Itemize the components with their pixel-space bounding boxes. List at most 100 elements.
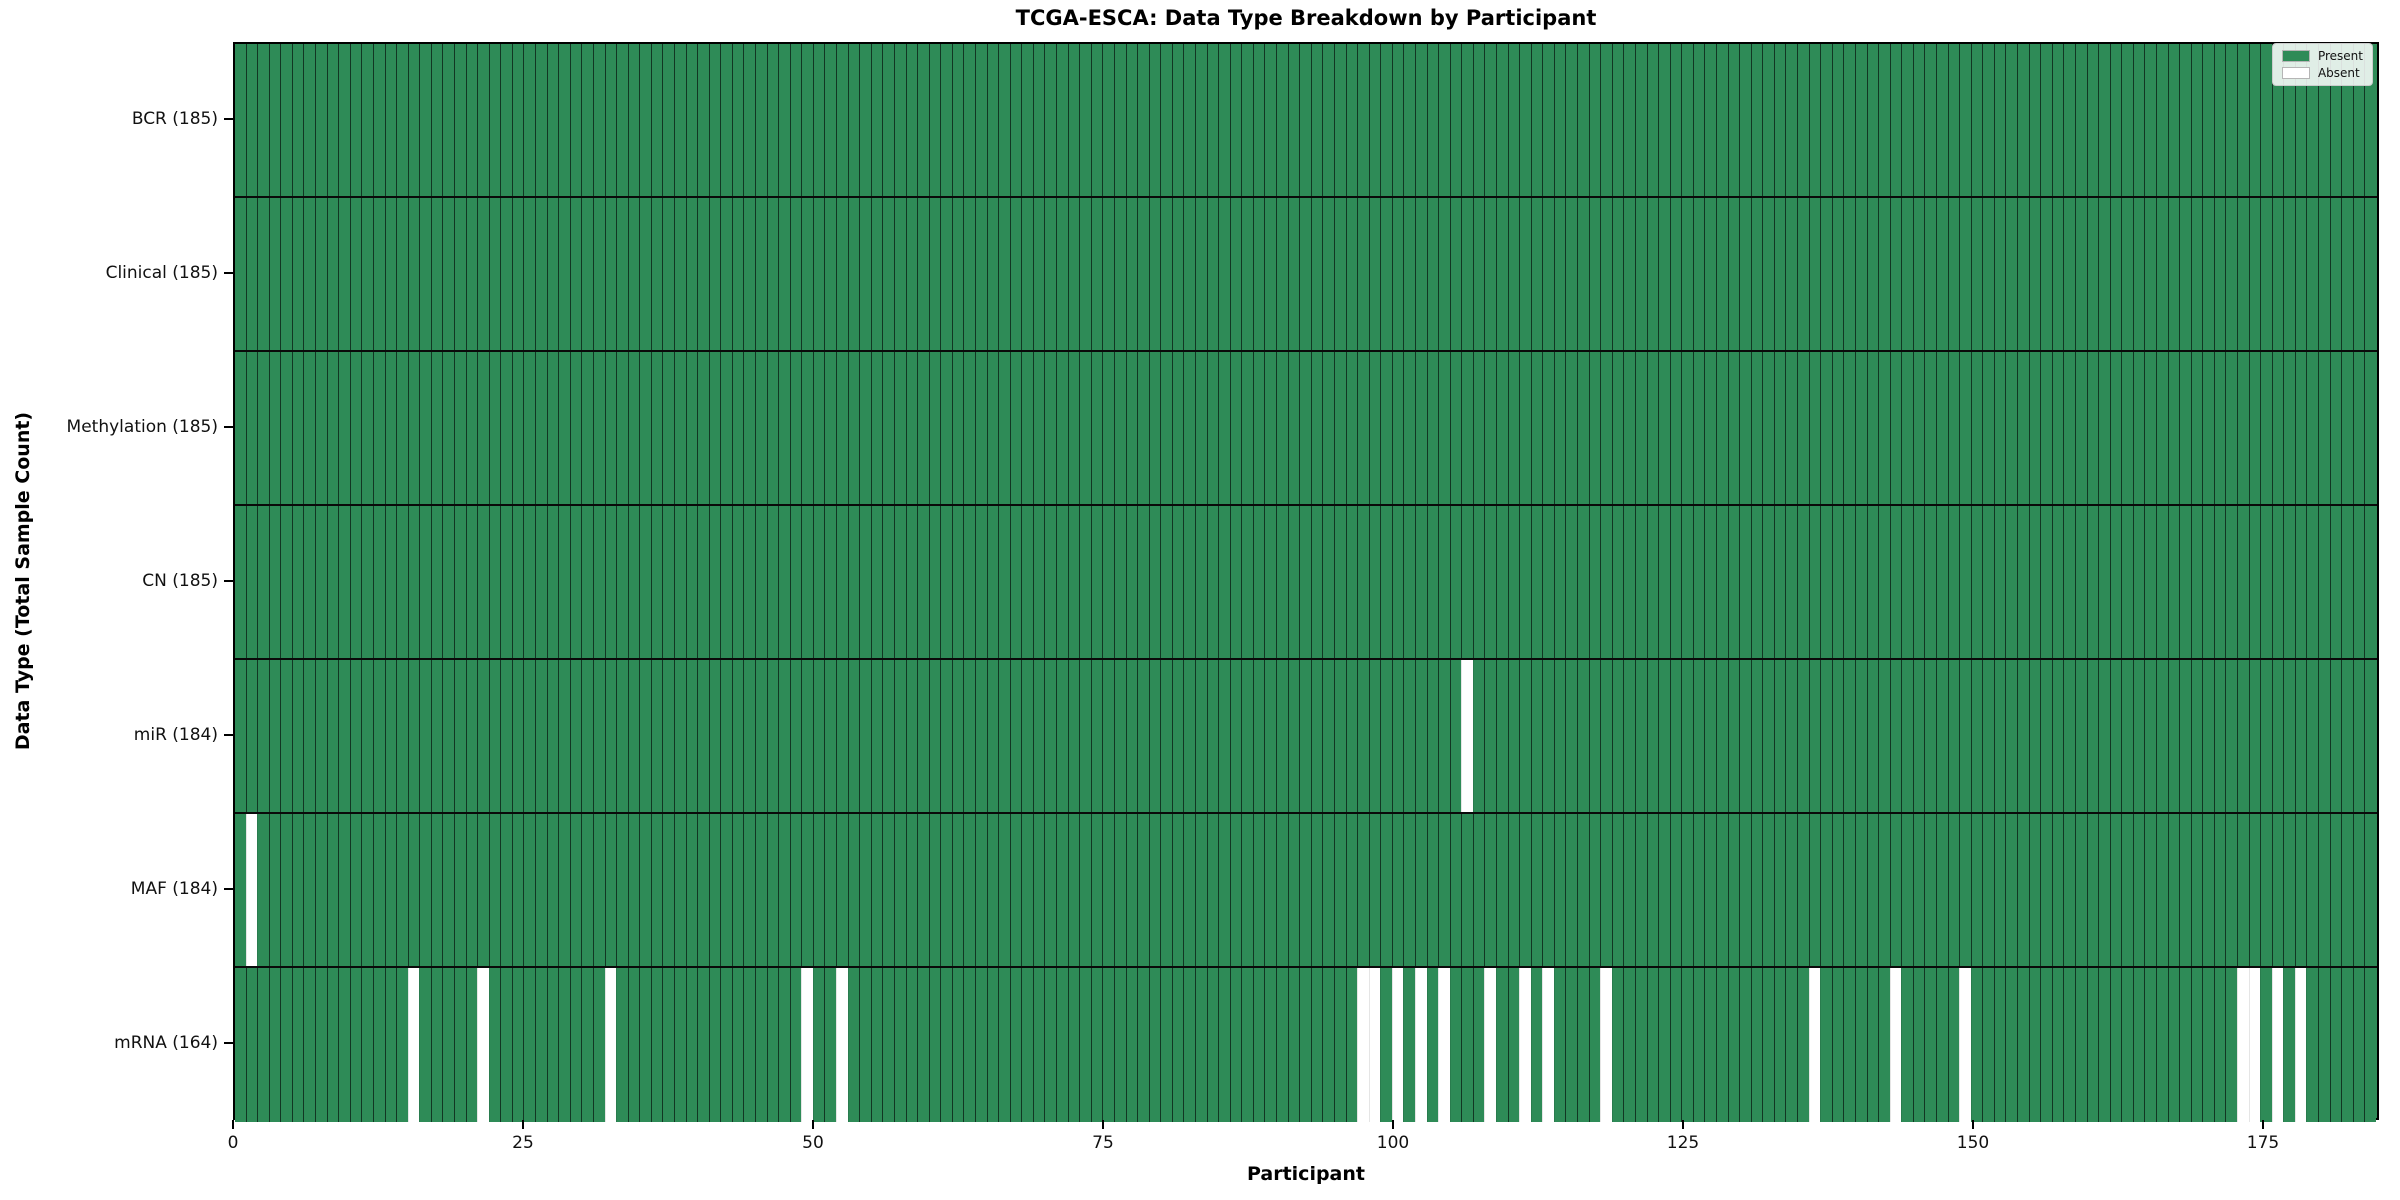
present-cell	[708, 198, 721, 350]
present-cell	[1669, 660, 1682, 812]
present-cell	[1438, 814, 1450, 966]
present-cell	[1056, 660, 1068, 812]
present-cell	[235, 352, 246, 504]
present-cell	[1924, 660, 1936, 812]
present-cell	[442, 660, 454, 812]
present-cell	[384, 814, 397, 966]
present-cell	[847, 506, 860, 658]
present-cell	[1322, 660, 1334, 812]
present-cell	[1368, 660, 1381, 812]
present-cell	[1507, 44, 1520, 196]
present-cell	[1762, 814, 1774, 966]
present-cell	[1530, 814, 1543, 966]
present-cell	[1183, 968, 1195, 1122]
present-cell	[1125, 198, 1138, 350]
present-cell	[755, 506, 767, 658]
present-cell	[824, 44, 837, 196]
present-cell	[673, 660, 686, 812]
present-cell	[1982, 968, 1994, 1122]
present-cell	[2271, 198, 2284, 350]
present-cell	[986, 968, 999, 1122]
present-cell	[419, 660, 431, 812]
present-cell	[986, 814, 999, 966]
present-cell	[1125, 660, 1138, 812]
present-cell	[1125, 506, 1138, 658]
present-cell	[1993, 44, 2006, 196]
present-cell	[2306, 814, 2319, 966]
present-cell	[975, 352, 987, 504]
present-cell	[1449, 352, 1462, 504]
present-cell	[1206, 660, 1219, 812]
present-cell	[801, 814, 813, 966]
present-cell	[1438, 198, 1450, 350]
present-cell	[2248, 352, 2261, 504]
present-cell	[2213, 352, 2226, 504]
present-cell	[1276, 660, 1288, 812]
present-cell	[1692, 198, 1705, 350]
present-cell	[766, 506, 779, 658]
present-cell	[1380, 352, 1392, 504]
present-cell	[1345, 968, 1358, 1122]
present-cell	[1299, 198, 1311, 350]
present-cell	[1935, 44, 1948, 196]
present-cell	[847, 44, 860, 196]
present-cell	[1820, 506, 1832, 658]
present-cell	[349, 968, 362, 1122]
legend-item-absent: Absent	[2281, 67, 2363, 79]
present-cell	[2132, 44, 2145, 196]
present-cell	[755, 968, 767, 1122]
present-cell	[1414, 660, 1427, 812]
present-cell	[1125, 44, 1138, 196]
present-cell	[998, 352, 1010, 504]
present-cell	[1113, 660, 1126, 812]
present-cell	[2155, 198, 2168, 350]
present-cell	[361, 660, 373, 812]
present-cell	[2294, 44, 2307, 196]
present-cell	[1090, 506, 1103, 658]
present-cell	[2225, 352, 2238, 504]
present-cell	[280, 352, 292, 504]
present-cell	[697, 506, 709, 658]
present-cell	[1449, 198, 1462, 350]
present-cell	[1831, 198, 1844, 350]
present-cell	[1716, 660, 1728, 812]
present-cell	[1831, 44, 1844, 196]
present-cell	[824, 814, 837, 966]
present-cell	[1820, 44, 1832, 196]
present-cell	[257, 968, 269, 1122]
present-cell	[1820, 352, 1832, 504]
present-cell	[662, 352, 674, 504]
present-cell	[1032, 506, 1045, 658]
present-cell	[1426, 814, 1439, 966]
present-cell	[1785, 198, 1798, 350]
present-cell	[453, 44, 466, 196]
present-cell	[442, 352, 454, 504]
present-cell	[396, 44, 408, 196]
present-cell	[1067, 44, 1080, 196]
present-cell	[1472, 198, 1485, 350]
present-cell	[639, 44, 651, 196]
present-cell	[1067, 660, 1080, 812]
y-tick-label: CN (185)	[142, 571, 218, 591]
present-cell	[1310, 198, 1323, 350]
present-cell	[685, 198, 698, 350]
present-cell	[1959, 44, 1971, 196]
present-cell	[1160, 506, 1172, 658]
present-cell	[2109, 352, 2122, 504]
present-cell	[488, 198, 501, 350]
present-cell	[2017, 44, 2029, 196]
x-tick-label: 125	[1666, 1133, 1700, 1153]
present-cell	[604, 198, 617, 350]
present-cell	[951, 968, 964, 1122]
present-cell	[1739, 660, 1751, 812]
present-cell	[1704, 660, 1716, 812]
present-cell	[2109, 968, 2122, 1122]
present-cell	[2306, 198, 2319, 350]
present-cell	[1970, 352, 1983, 504]
present-cell	[1299, 506, 1311, 658]
present-cell	[1588, 44, 1601, 196]
present-cell	[2051, 506, 2064, 658]
present-cell	[650, 660, 663, 812]
present-cell	[1380, 660, 1392, 812]
present-cell	[235, 198, 246, 350]
